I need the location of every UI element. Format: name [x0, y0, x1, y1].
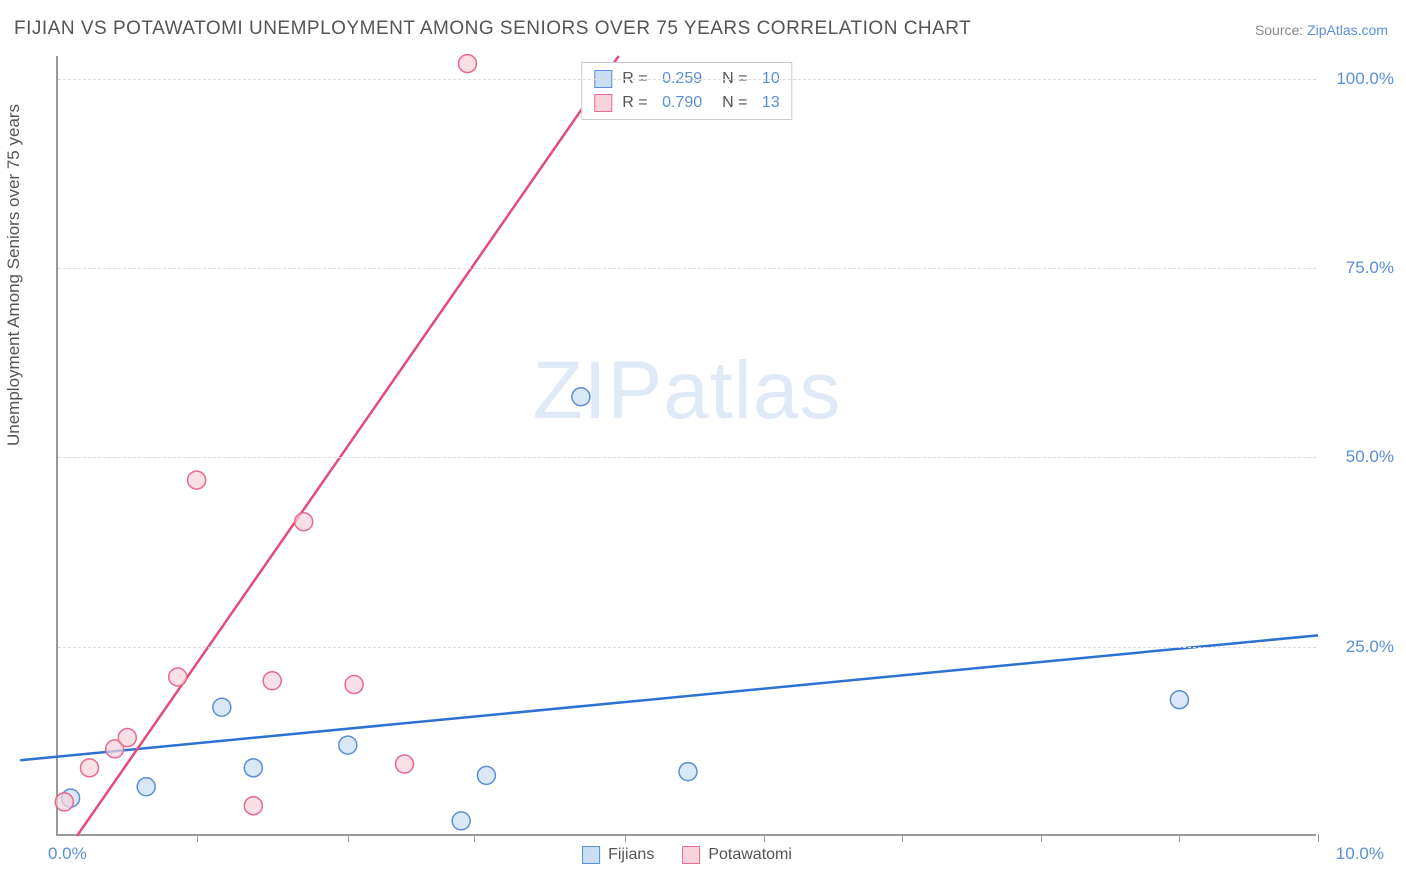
y-tick-label: 25.0% [1346, 637, 1394, 657]
x-tick [1318, 834, 1319, 842]
gridline [58, 268, 1316, 269]
x-tick [1179, 834, 1180, 842]
data-point [244, 797, 262, 815]
legend-n-value: 13 [762, 91, 780, 115]
data-point [295, 513, 313, 531]
data-point [679, 763, 697, 781]
y-tick-label: 50.0% [1346, 447, 1394, 467]
x-tick [764, 834, 765, 842]
plot-svg [58, 56, 1316, 834]
data-point [572, 388, 590, 406]
data-point [213, 698, 231, 716]
y-tick-label: 75.0% [1346, 258, 1394, 278]
data-point [137, 778, 155, 796]
legend-stat-row: R = 0.790 N = 13 [594, 91, 779, 115]
trend-line [20, 635, 1318, 760]
legend-series-name: Fijians [608, 846, 654, 864]
data-point [339, 736, 357, 754]
data-point [396, 755, 414, 773]
data-point [345, 676, 363, 694]
gridline [58, 647, 1316, 648]
legend-r-label: R = [622, 91, 652, 115]
legend-r-value: 0.790 [662, 91, 702, 115]
x-tick [902, 834, 903, 842]
data-point [118, 729, 136, 747]
data-point [477, 766, 495, 784]
chart-title: FIJIAN VS POTAWATOMI UNEMPLOYMENT AMONG … [14, 18, 971, 40]
data-point [169, 668, 187, 686]
legend-stats: R = 0.259N = 10R = 0.790N = 13 [581, 62, 792, 120]
legend-series: Fijians Potawatomi [582, 846, 792, 864]
data-point [188, 471, 206, 489]
data-point [452, 812, 470, 830]
x-tick [1041, 834, 1042, 842]
legend-swatch [582, 846, 600, 864]
x-axis-max-label: 10.0% [1336, 844, 1384, 864]
data-point [55, 793, 73, 811]
gridline [58, 457, 1316, 458]
y-axis-label: Unemployment Among Seniors over 75 years [4, 104, 24, 446]
data-point [1170, 691, 1188, 709]
legend-series-name: Potawatomi [708, 846, 792, 864]
gridline [58, 79, 1316, 80]
x-axis-min-label: 0.0% [48, 844, 87, 864]
legend-series-item: Fijians [582, 846, 654, 864]
x-tick [197, 834, 198, 842]
plot-area: ZIPatlas R = 0.259N = 10R = 0.790N = 13 … [56, 56, 1316, 836]
trend-line [77, 56, 619, 836]
data-point [244, 759, 262, 777]
data-point [263, 672, 281, 690]
source-link[interactable]: ZipAtlas.com [1307, 22, 1388, 38]
y-tick-label: 100.0% [1336, 69, 1394, 89]
data-point [81, 759, 99, 777]
source-attribution: Source: ZipAtlas.com [1255, 22, 1388, 38]
data-point [459, 55, 477, 73]
legend-n-label: N = [722, 91, 752, 115]
x-tick [348, 834, 349, 842]
x-tick [625, 834, 626, 842]
legend-series-item: Potawatomi [682, 846, 792, 864]
source-label: Source: [1255, 22, 1307, 38]
legend-swatch [594, 94, 612, 112]
x-tick [474, 834, 475, 842]
legend-swatch [682, 846, 700, 864]
